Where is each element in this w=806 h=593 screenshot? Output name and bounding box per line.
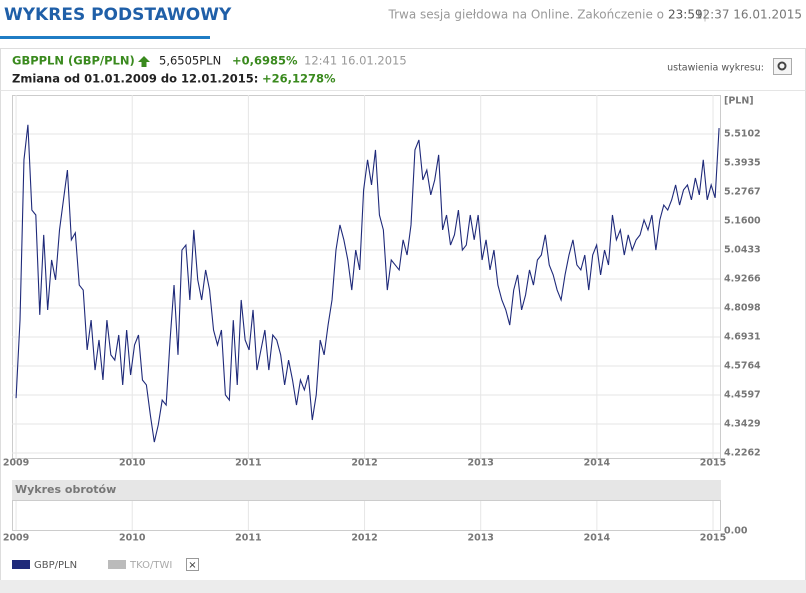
time: 12:41 16.01.2015: [304, 54, 407, 68]
y-tick-label: 4.3429: [724, 418, 761, 429]
session-text: Trwa sesja giełdowa na Online. Zakończen…: [388, 8, 664, 22]
x-tick-label: 2011: [235, 458, 261, 469]
footer-band: [0, 580, 806, 593]
y-tick-label: 5.2767: [724, 186, 761, 197]
sep: |: [703, 8, 707, 22]
x-tick-label: 2015: [700, 533, 726, 544]
x-tick-label: 2009: [3, 533, 29, 544]
settings-label: ustawienia wykresu:: [667, 63, 764, 74]
y-unit: [PLN]: [724, 96, 754, 107]
y-tick-label: 4.4597: [724, 389, 761, 400]
y-tick-label: 4.8098: [724, 302, 761, 313]
y-tick-label: 4.5764: [724, 360, 761, 371]
y-tick-label: 4.9266: [724, 273, 761, 284]
legend-label[interactable]: TKO/TWI: [129, 560, 172, 571]
legend-swatch: [108, 560, 126, 569]
settings-icon: [777, 61, 787, 71]
turnover-title: Wykres obrotów: [15, 483, 116, 496]
y-tick-label: 5.0433: [724, 244, 761, 255]
range-change: +26,1278%: [262, 72, 336, 86]
title-underline: [0, 36, 210, 39]
datetime: 12:37 16.01.2015: [695, 8, 802, 22]
y-tick-label: 4.6931: [724, 331, 761, 342]
panel: [0, 48, 806, 593]
page-title: WYKRES PODSTAWOWY: [4, 5, 232, 25]
price-line: [15, 124, 720, 443]
x-tick-label: 2011: [235, 533, 261, 544]
x-tick-label: 2013: [467, 458, 493, 469]
turnover-header: [12, 480, 721, 500]
price: 5,6505PLN: [159, 54, 221, 68]
y-tick-label: 5.3935: [724, 157, 761, 168]
legend-label[interactable]: GBP/PLN: [34, 560, 77, 571]
x-tick-label: 2010: [119, 533, 146, 544]
up-arrow: [138, 56, 150, 67]
range-label: Zmiana od 01.01.2009 do 12.01.2015:: [12, 72, 258, 86]
session-end: 23:59: [668, 8, 703, 22]
x-tick-label: 2009: [3, 458, 29, 469]
x-tick-label: 2014: [584, 533, 611, 544]
legend-close[interactable]: [186, 558, 199, 571]
change: +0,6985%: [232, 54, 298, 68]
settings-button[interactable]: [773, 58, 792, 75]
symbol: GBPPLN (GBP/PLN): [12, 54, 135, 68]
x-tick-label: 2010: [119, 458, 146, 469]
y-tick-label: 5.5102: [724, 128, 761, 139]
legend-close-icon: ×: [188, 560, 196, 571]
x-tick-label: 2013: [467, 533, 493, 544]
turnover-y-tick: 0.00: [724, 526, 748, 537]
turnover-frame: [12, 500, 721, 531]
legend-swatch: [12, 560, 30, 569]
x-tick-label: 2012: [351, 533, 377, 544]
y-tick-label: 4.2262: [724, 447, 761, 458]
x-tick-label: 2014: [584, 458, 611, 469]
plot-frame: [12, 95, 721, 459]
y-tick-label: 5.1600: [724, 215, 761, 226]
x-tick-label: 2015: [700, 458, 726, 469]
separator: [0, 90, 806, 91]
x-tick-label: 2012: [351, 458, 377, 469]
